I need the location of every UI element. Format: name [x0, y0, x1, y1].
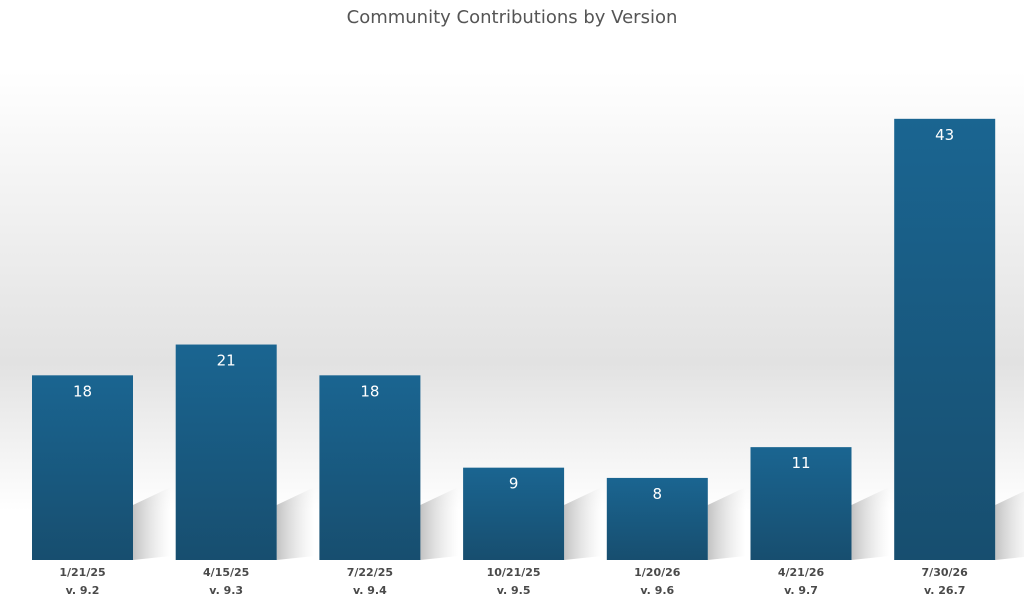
x-tick-version: v. 26.7: [924, 584, 965, 597]
bar: [463, 467, 565, 560]
bar-value-label: 43: [935, 126, 954, 144]
bar: [606, 477, 708, 560]
bar: [894, 118, 996, 560]
bar-shadow: [851, 487, 890, 560]
bar-shadow: [276, 487, 315, 560]
x-tick-date: 1/21/25: [59, 566, 105, 579]
bar-value-label: 18: [73, 382, 92, 400]
x-tick-version: v. 9.2: [66, 584, 100, 597]
bar-value-label: 21: [217, 352, 236, 370]
bar-shadow: [564, 487, 603, 560]
bar-value-label: 8: [653, 485, 663, 503]
x-tick-date: 10/21/25: [487, 566, 541, 579]
bar: [319, 375, 421, 560]
bar-value-label: 18: [360, 382, 379, 400]
x-tick-date: 4/21/26: [778, 566, 825, 579]
bar-value-label: 9: [509, 475, 519, 493]
bar: [32, 375, 133, 560]
bar-shadow: [995, 491, 1024, 560]
bar-shadow: [133, 487, 171, 560]
bar: [175, 344, 277, 560]
x-tick-version: v. 9.7: [784, 584, 818, 597]
x-tick-date: 7/22/25: [347, 566, 393, 579]
x-tick-version: v. 9.5: [497, 584, 531, 597]
bar: [750, 447, 852, 560]
x-tick-date: 1/20/26: [634, 566, 681, 579]
chart-title: Community Contributions by Version: [346, 7, 678, 28]
x-tick-date: 7/30/26: [922, 566, 969, 579]
x-tick-version: v. 9.3: [209, 584, 243, 597]
x-tick-date: 4/15/25: [203, 566, 249, 579]
bar-value-label: 11: [791, 454, 810, 472]
x-tick-version: v. 9.6: [640, 584, 674, 597]
x-tick-version: v. 9.4: [353, 584, 387, 597]
bar-shadow: [420, 487, 459, 560]
bar-shadow: [707, 487, 746, 560]
